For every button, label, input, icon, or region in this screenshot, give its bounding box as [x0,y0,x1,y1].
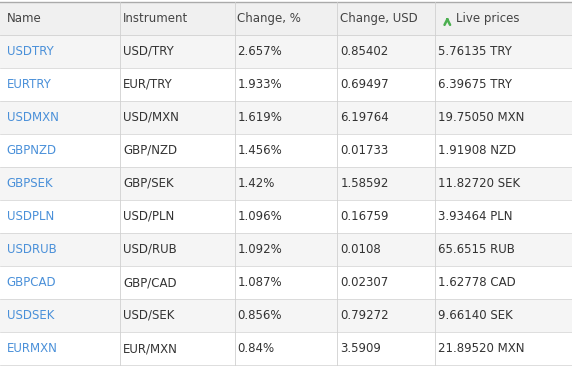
Text: 1.619%: 1.619% [237,111,282,124]
Text: 2.657%: 2.657% [237,45,282,58]
Bar [0,332,572,365]
Text: USD/PLN: USD/PLN [123,210,174,223]
Text: 0.02307: 0.02307 [340,276,388,289]
Bar [0,233,572,266]
Bar [0,35,572,68]
Text: 0.01733: 0.01733 [340,144,388,157]
Text: 5.76135 TRY: 5.76135 TRY [438,45,511,58]
Bar [0,266,572,299]
Bar [0,68,572,101]
Text: 0.0108: 0.0108 [340,243,381,256]
Text: 1.62778 CAD: 1.62778 CAD [438,276,515,289]
Text: 0.79272: 0.79272 [340,309,389,322]
Text: 1.096%: 1.096% [237,210,282,223]
Text: USDMXN: USDMXN [7,111,59,124]
Text: USDRUB: USDRUB [7,243,57,256]
Text: GBP/NZD: GBP/NZD [123,144,177,157]
Text: 0.69497: 0.69497 [340,78,389,91]
Text: 1.092%: 1.092% [237,243,282,256]
Text: USD/TRY: USD/TRY [123,45,174,58]
Bar [0,299,572,332]
Text: GBP/CAD: GBP/CAD [123,276,177,289]
Bar [0,101,572,134]
Text: 1.087%: 1.087% [237,276,282,289]
Text: USD/SEK: USD/SEK [123,309,174,322]
Text: GBPCAD: GBPCAD [7,276,57,289]
Text: Name: Name [7,12,42,25]
Text: 1.933%: 1.933% [237,78,282,91]
Text: 9.66140 SEK: 9.66140 SEK [438,309,513,322]
Bar [0,200,572,233]
Text: 21.89520 MXN: 21.89520 MXN [438,342,524,355]
Text: USDPLN: USDPLN [7,210,54,223]
Text: 3.93464 PLN: 3.93464 PLN [438,210,512,223]
Text: 0.85402: 0.85402 [340,45,388,58]
Bar [0,167,572,200]
Text: Instrument: Instrument [123,12,188,25]
Bar [0,134,572,167]
Text: 6.39675 TRY: 6.39675 TRY [438,78,511,91]
Text: EURTRY: EURTRY [7,78,51,91]
Text: 1.91908 NZD: 1.91908 NZD [438,144,516,157]
Text: EURMXN: EURMXN [7,342,58,355]
Bar [0,2,572,35]
Text: 65.6515 RUB: 65.6515 RUB [438,243,514,256]
Text: 0.856%: 0.856% [237,309,282,322]
Text: EUR/TRY: EUR/TRY [123,78,173,91]
Text: GBP/SEK: GBP/SEK [123,177,174,190]
Text: Change, USD: Change, USD [340,12,418,25]
Text: GBPSEK: GBPSEK [7,177,54,190]
Text: 1.456%: 1.456% [237,144,282,157]
Text: GBPNZD: GBPNZD [7,144,57,157]
Text: 1.58592: 1.58592 [340,177,389,190]
Text: Change, %: Change, % [237,12,301,25]
Text: 1.42%: 1.42% [237,177,275,190]
Text: USD/RUB: USD/RUB [123,243,177,256]
Text: USDTRY: USDTRY [7,45,54,58]
Text: 0.84%: 0.84% [237,342,275,355]
Text: 3.5909: 3.5909 [340,342,381,355]
Text: USDSEK: USDSEK [7,309,54,322]
Text: 19.75050 MXN: 19.75050 MXN [438,111,524,124]
Text: 11.82720 SEK: 11.82720 SEK [438,177,520,190]
Text: USD/MXN: USD/MXN [123,111,179,124]
Text: EUR/MXN: EUR/MXN [123,342,178,355]
Text: 6.19764: 6.19764 [340,111,389,124]
Text: Live prices: Live prices [456,12,519,25]
Text: 0.16759: 0.16759 [340,210,389,223]
